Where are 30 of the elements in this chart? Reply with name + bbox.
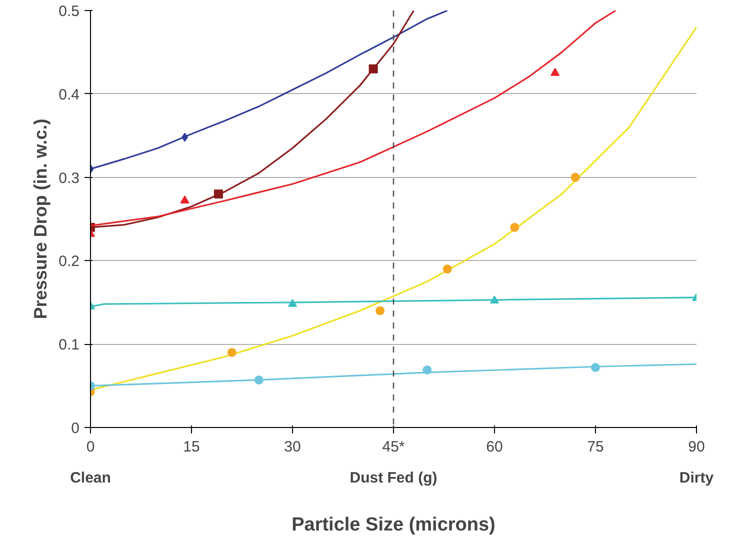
point [591,362,600,372]
point [214,189,223,198]
x-tick-label: 60 [486,438,503,456]
y-tick-label: 0.2 [58,253,80,270]
x-axis-title: Dust Fed (g) [350,470,438,486]
point [180,196,190,204]
point [254,375,264,384]
y-tick-label: 0.3 [58,170,80,187]
x-tick-label: 75 [587,438,604,456]
point [550,68,560,76]
point [510,222,520,232]
point [442,264,452,274]
y-tick-label: 0 [71,420,80,437]
x-tick-label: 45* [382,438,405,456]
text: Particle Size (microns) [292,514,496,536]
y-tick-label: 0.4 [58,86,80,104]
x-tick-label: 15 [183,438,200,456]
x-tick-label: 30 [284,438,301,456]
text: Dirty [679,470,714,486]
point [570,172,580,182]
x-tick-label: 0 [86,438,95,456]
x-tick-label: 90 [688,438,705,456]
y-axis-title: Pressure Drop (in. w.c.) [30,118,51,320]
y-tick-label: 0.5 [58,3,80,20]
point [227,348,236,357]
point [422,365,432,374]
point [376,306,385,316]
point [368,64,378,74]
text: Clean [70,470,111,486]
y-tick-label: 0.1 [58,336,80,354]
